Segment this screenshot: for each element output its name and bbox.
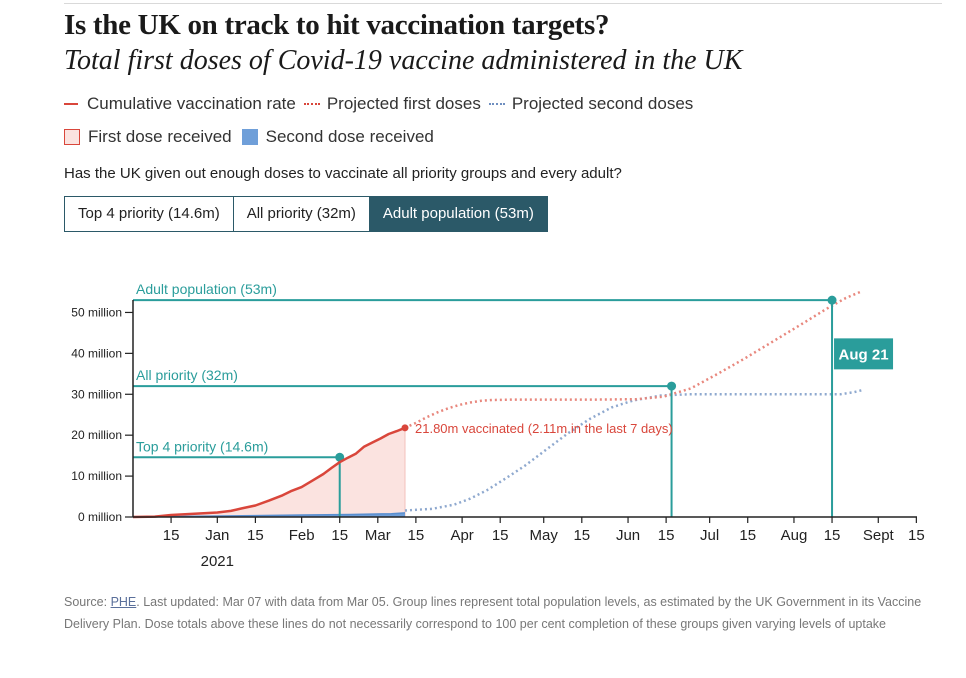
x-tick-label-1: Jan (205, 527, 229, 544)
projected-first-line (404, 290, 863, 429)
second-dose-edge (132, 512, 406, 518)
current-label: 21.80m vaccinated (2.11m in the last 7 d… (415, 421, 673, 436)
x-tick-label-5: Mar (365, 527, 391, 544)
top-rule (64, 3, 942, 4)
y-tick-label-2: 20 million (71, 428, 122, 442)
second-dose-area (133, 512, 405, 517)
legend-cumulative-label: Cumulative vaccination rate (87, 94, 296, 113)
legend-projected-second: Projected second doses (488, 94, 694, 114)
chart-title: Is the UK on track to hit vaccination ta… (64, 9, 610, 41)
x-tick-label-0: 15 (163, 527, 180, 544)
target-layer (133, 295, 837, 517)
adult-population-button[interactable]: Adult population (53m) (369, 197, 547, 231)
legend-areas: First dose received Second dose received (64, 127, 442, 147)
label-layer: Adult population (53m) All priority (32m)… (136, 281, 894, 454)
x-tick-label-12: 15 (658, 527, 675, 544)
legend-first-received-label: First dose received (88, 127, 232, 146)
area-layer (132, 427, 406, 518)
date-badge-box (834, 338, 894, 370)
question-text: Has the UK given out enough doses to vac… (64, 165, 622, 182)
chart-subtitle: Total first doses of Covid-19 vaccine ad… (64, 45, 743, 76)
legend-lines: Cumulative vaccination rate Projected fi… (64, 94, 701, 114)
x-tick-label-3: Feb (289, 527, 315, 544)
current-point (401, 424, 409, 432)
second-dose-swatch (241, 129, 258, 145)
top4-priority-button[interactable]: Top 4 priority (14.6m) (65, 197, 234, 231)
year-label: 2021 (201, 553, 234, 570)
target-marker-2 (335, 452, 345, 462)
footer-note: Source: PHE. Last updated: Mar 07 with d… (64, 592, 924, 635)
cumulative-swatch (64, 103, 78, 105)
x-tick-label-9: May (530, 527, 559, 544)
projection-layer (404, 290, 863, 512)
y-tick-label-4: 40 million (71, 346, 122, 360)
y-tick-label-5: 50 million (71, 305, 122, 319)
x-tick-label-10: 15 (573, 527, 590, 544)
source-link[interactable]: PHE (110, 595, 137, 609)
legend-projected-first: Projected first doses (303, 94, 481, 114)
cumulative-layer (132, 424, 409, 519)
x-tick-label-14: 15 (739, 527, 756, 544)
source-prefix: Source: (64, 595, 111, 609)
legend-projected-second-label: Projected second doses (511, 94, 694, 113)
x-tick-label-15: Aug (781, 527, 808, 544)
x-tick-label-8: 15 (492, 527, 509, 544)
first-dose-area (133, 427, 405, 517)
axes-layer: 0 million 10 million 20 million 30 million 4… (71, 300, 925, 570)
footer-text: . Last updated: Mar 07 with data from Ma… (64, 595, 922, 631)
x-tick-label-7: Apr (450, 527, 473, 544)
projected-second-line (404, 388, 863, 512)
x-tick-label-18: 15 (908, 527, 925, 544)
target-marker-0 (827, 295, 837, 305)
cumulative-line (132, 426, 406, 519)
target-toggle: Top 4 priority (14.6m) All priority (32m… (64, 196, 548, 232)
target-marker-1 (667, 381, 677, 391)
x-tick-label-11: Jun (616, 527, 640, 544)
date-badge-label: Aug 21 (839, 346, 889, 363)
target-label-2: Top 4 priority (14.6m) (136, 438, 268, 454)
legend-cumulative: Cumulative vaccination rate (64, 94, 296, 114)
x-tick-label-13: Jul (700, 527, 719, 544)
x-tick-label-2: 15 (247, 527, 264, 544)
y-tick-label-3: 30 million (71, 387, 122, 401)
legend-second-received: Second dose received (241, 127, 434, 147)
x-tick-label-4: 15 (331, 527, 348, 544)
projected-second-swatch (488, 103, 505, 105)
y-tick-label-0: 0 million (78, 510, 122, 524)
target-label-0: Adult population (53m) (136, 281, 277, 297)
target-label-1: All priority (32m) (136, 367, 238, 383)
y-tick-label-1: 10 million (71, 469, 122, 483)
x-tick-label-17: Sept (863, 527, 895, 544)
projected-first-swatch (303, 103, 320, 105)
legend-first-received: First dose received (64, 127, 232, 147)
legend-projected-first-label: Projected first doses (326, 94, 481, 113)
legend-second-received-label: Second dose received (265, 127, 434, 146)
first-dose-swatch (64, 129, 80, 145)
all-priority-button[interactable]: All priority (32m) (233, 197, 370, 231)
x-tick-label-16: 15 (824, 527, 841, 544)
x-tick-label-6: 15 (408, 527, 425, 544)
